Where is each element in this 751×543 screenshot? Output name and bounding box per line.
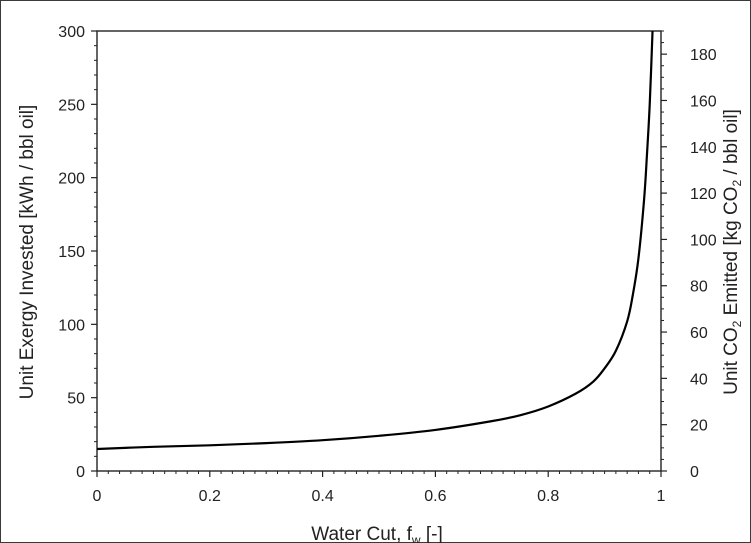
- y-tick-label: 50: [67, 391, 85, 408]
- y2-tick-label: 160: [690, 93, 717, 110]
- ticks: 0 50 100 150 200 250 300 0 0.2 0.4 0.6 0.8 1 0 20 40 60 8…: [58, 24, 717, 505]
- y2-tick-label: 20: [690, 418, 708, 435]
- x-axis-label: Water Cut, fw [-]: [311, 524, 443, 543]
- y-tick-label: 300: [58, 24, 85, 41]
- axes: [96, 30, 662, 472]
- y-axis-label: Unit Exergy Invested [kWh / bbl oil]: [17, 105, 38, 400]
- y2-tick-label: 140: [690, 140, 717, 157]
- y-tick-label: 200: [58, 171, 85, 188]
- plot-area-border: [96, 30, 662, 472]
- y2-tick-label: 40: [690, 371, 708, 388]
- x-tick-label: 0.2: [199, 488, 221, 505]
- y2-tick-label: 100: [690, 232, 717, 249]
- x-tick-label: 0.8: [537, 488, 559, 505]
- y2-tick-label: 80: [690, 279, 708, 296]
- x-tick-label: 0.6: [424, 488, 446, 505]
- y2-tick-label: 120: [690, 186, 717, 203]
- y2-tick-label: 0: [690, 464, 699, 481]
- y-tick-label: 250: [58, 97, 85, 114]
- y-tick-label: 150: [58, 244, 85, 261]
- x-tick-label: 0: [93, 488, 102, 505]
- series-line: [96, 30, 654, 451]
- y2-tick-label: 60: [690, 325, 708, 342]
- y2-tick-label: 180: [690, 47, 717, 64]
- y2-axis-label: Unit CO2 Emitted [kg CO2 / bbl oil]: [721, 109, 744, 395]
- x-tick-label: 1: [657, 488, 666, 505]
- y-tick-label: 100: [58, 317, 85, 334]
- x-tick-label: 0.4: [311, 488, 333, 505]
- series: [96, 30, 654, 451]
- y-tick-label: 0: [76, 464, 85, 481]
